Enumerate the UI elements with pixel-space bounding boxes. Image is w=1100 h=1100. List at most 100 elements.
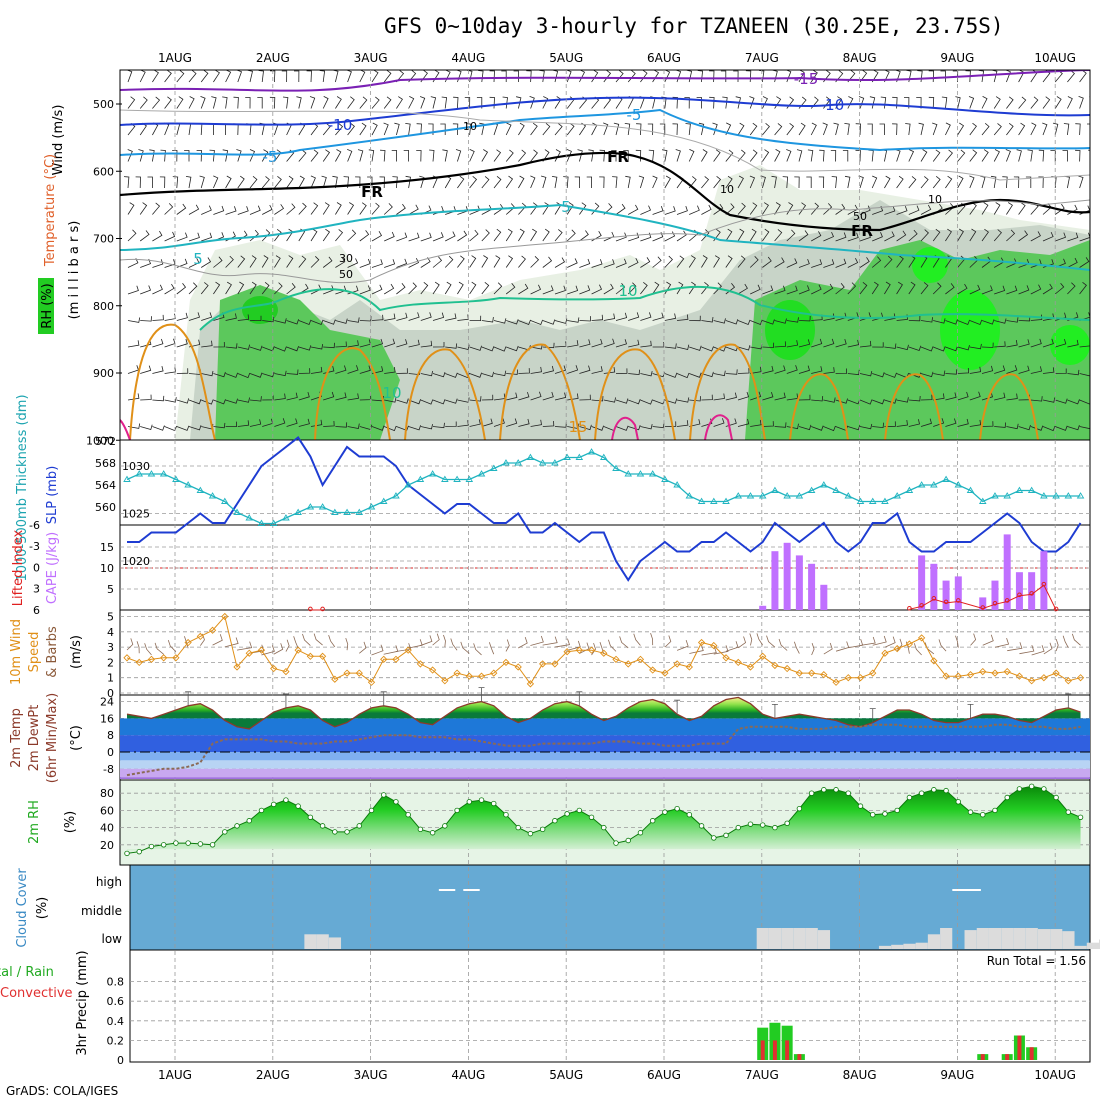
barb-63-4: [896, 175, 904, 189]
wind-barb-57: [823, 642, 833, 655]
barb-22-8: [396, 283, 406, 295]
barb-2-12: [152, 395, 165, 402]
barb-75-6: [1042, 231, 1054, 242]
barb-42-11: [640, 371, 653, 377]
wind-speed-line: [126, 615, 1081, 685]
barb-7-4: [213, 175, 219, 189]
thickness-point-38: [587, 448, 596, 455]
wind-point-43: [649, 666, 657, 674]
barb-20-13: [371, 425, 385, 431]
barb-25-7: [432, 256, 443, 268]
barb-75-10: [1042, 338, 1054, 348]
barb-40-13: [615, 425, 629, 431]
wind-barb-34: [542, 636, 558, 646]
barb-2-10: [152, 338, 164, 348]
barb-61-12: [872, 399, 885, 405]
rh-point-46: [686, 812, 693, 818]
li-point-5: [943, 599, 949, 605]
rh-point-38: [588, 814, 595, 820]
top-date-4AUG: 4AUG: [451, 51, 485, 65]
barb-51-13: [750, 419, 762, 427]
barb-67-12: [945, 392, 957, 401]
barb-59-10: [847, 339, 860, 348]
barb-7-11: [213, 371, 226, 378]
cloud-high-1: [463, 889, 480, 891]
barb-76-6: [1055, 232, 1067, 242]
wind-point-73: [1015, 672, 1024, 680]
barb-36-2: [566, 122, 575, 136]
wind-barb-54: [778, 638, 788, 651]
barb-15-7: [310, 256, 320, 268]
barb-70-5: [981, 202, 989, 215]
barb-40-9: [615, 312, 628, 321]
barb-20-7: [371, 259, 383, 268]
thickness-tick-560: 560: [95, 501, 116, 514]
barb-46-9: [689, 315, 701, 322]
barb-31-1: [502, 96, 508, 109]
barb-19-2: [359, 122, 367, 136]
precip-conv-73: [1017, 1035, 1022, 1060]
barb-21-1: [383, 96, 392, 109]
barb-3-8: [164, 283, 175, 295]
upper-rh-shading: [175, 165, 1090, 440]
barb-74-10: [1030, 338, 1042, 348]
barb-41-12: [628, 399, 641, 405]
barb-65-8: [920, 282, 929, 295]
wind-point-44: [661, 669, 669, 677]
wind-point-68: [954, 672, 962, 680]
barb-48-11: [713, 370, 726, 377]
barb-21-0: [383, 70, 392, 83]
barb-39-6: [603, 231, 615, 242]
wind-point-40: [612, 655, 620, 663]
thickness-point-0: [123, 475, 131, 482]
label-lifted-index: Lifted Index: [11, 529, 26, 606]
barb-2-5: [152, 202, 161, 215]
rh-point-18: [344, 829, 350, 835]
barb-29-9: [481, 317, 494, 323]
barb-36-9: [567, 317, 580, 323]
barb-10-0: [247, 70, 253, 83]
barb-36-4: [563, 176, 569, 189]
barb-68-12: [957, 391, 969, 401]
rh-point-10: [246, 818, 252, 824]
barb-60-10: [859, 340, 872, 348]
barb-62-2: [879, 123, 885, 135]
precip-conv-72: [1005, 1054, 1010, 1060]
rh-point-62: [882, 811, 888, 817]
thickness-tick-572: 572: [95, 435, 116, 448]
rh-point-9: [234, 823, 240, 829]
wind-point-45: [673, 660, 681, 668]
thickness-line: [126, 451, 1081, 525]
barb-60-4: [858, 175, 864, 189]
barb-40-12: [615, 398, 629, 404]
barb-10-7: [249, 255, 257, 268]
barb-36-7: [567, 258, 578, 268]
contour-label-rh30: 30: [339, 252, 353, 265]
barb-54-9: [786, 317, 799, 323]
barb-60-5: [859, 205, 871, 215]
wind-point-1: [135, 658, 143, 667]
barb-67-6: [945, 228, 952, 242]
barb-74-2: [1030, 122, 1037, 136]
rh-point-63: [894, 807, 900, 814]
barb-60-11: [859, 371, 873, 377]
barb-26-10: [445, 343, 458, 349]
barb-3-1: [164, 96, 172, 109]
barb-54-10: [786, 340, 799, 348]
barb-24-2: [416, 123, 422, 136]
barb-30-13: [493, 418, 505, 427]
barb-23-13: [408, 425, 421, 431]
barb-62-0: [884, 70, 890, 83]
barb-68-9: [957, 319, 970, 326]
wind-point-42: [636, 655, 645, 663]
barb-41-8: [627, 282, 637, 295]
barb-58-5: [835, 203, 846, 215]
barb-4-8: [176, 283, 187, 295]
thickness-point-41: [624, 470, 633, 477]
barb-30-3: [493, 149, 502, 162]
barb-24-9: [420, 312, 432, 321]
barb-37-5: [579, 202, 587, 215]
barb-42-9: [640, 312, 652, 321]
top-date-6AUG: 6AUG: [647, 51, 681, 65]
temp-max-marker-37: [576, 691, 583, 706]
